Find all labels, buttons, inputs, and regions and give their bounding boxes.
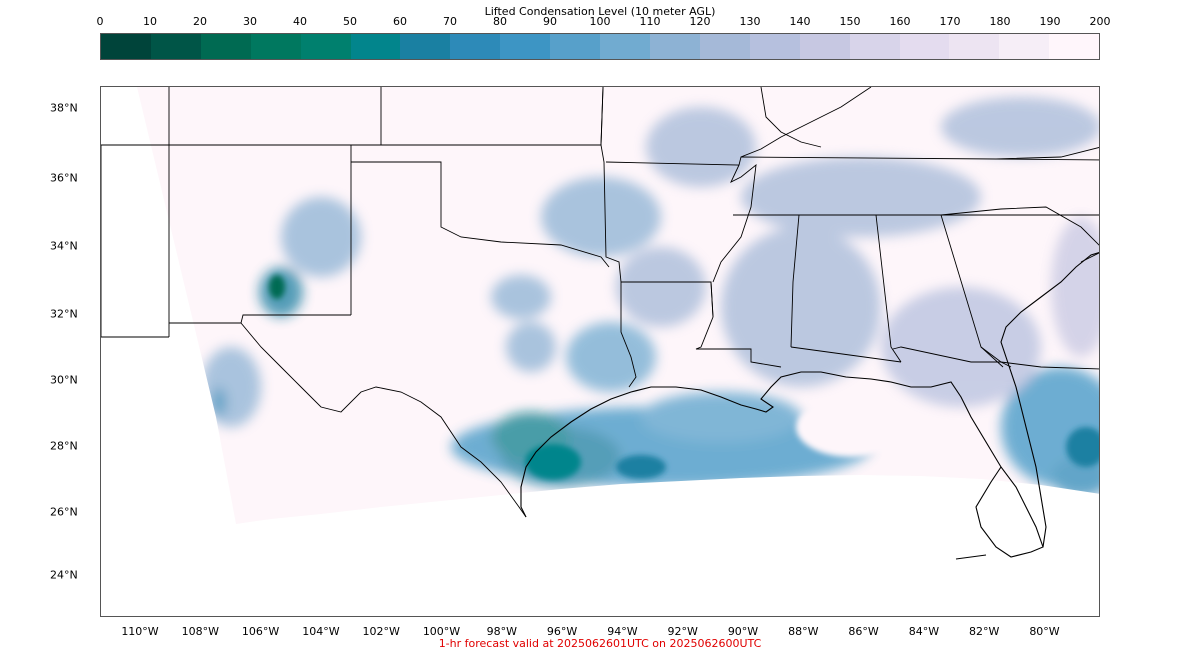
longitude-label: 84°W [908,625,940,638]
colorbar-segment [101,34,151,59]
colorbar-segment [1049,34,1100,59]
lcl-field [201,97,1099,497]
colorbar-segment [400,34,451,59]
latitude-label: 38°N [50,101,78,115]
longitude-label: 104°W [302,625,340,638]
longitude-label: 96°W [546,625,578,638]
colorbar-tick-label: 200 [1089,15,1111,28]
latitude-label: 32°N [50,307,78,321]
colorbar-segment [300,34,351,59]
state-borders [101,87,1099,518]
colorbar-tick-label: 150 [839,15,861,28]
colorbar-tick-label: 60 [393,15,407,28]
colorbar-segment [949,34,1000,59]
colorbar-tick-label: 160 [889,15,911,28]
longitude-label: 80°W [1029,625,1060,638]
latitude-label: 24°N [50,568,78,582]
longitude-label: 90°W [727,625,759,638]
colorbar-tick-label: 140 [789,15,811,28]
colorbar-tick-label: 90 [543,15,557,28]
colorbar [100,33,1100,60]
colorbar-segment [500,34,551,59]
longitude-label: 82°W [969,625,1000,638]
longitude-label: 88°W [788,625,819,638]
colorbar-segment [699,34,750,59]
longitude-label: 94°W [607,625,638,638]
colorbar-segment [250,34,301,59]
colorbar-segment [999,34,1050,59]
latitude-label: 26°N [50,505,78,519]
colorbar-tick-label: 70 [443,15,457,28]
longitude-label: 102°W [362,625,400,638]
colorbar-tick-label: 0 [96,15,104,28]
colorbar-segment [550,34,601,59]
colorbar-tick-label: 20 [193,15,207,28]
forecast-footer: 1-hr forecast valid at 2025062601UTC on … [438,637,762,650]
lcl-map [101,87,1099,560]
colorbar-segment [899,34,950,59]
colorbar-tick-label: 110 [639,15,661,28]
colorbar-tick-label: 30 [243,15,257,28]
colorbar-tick-label: 190 [1039,15,1061,28]
latitude-label: 28°N [50,439,78,453]
colorbar-segment [749,34,800,59]
colorbar-tick-label: 50 [343,15,357,28]
map-panel [100,86,1100,617]
latitude-label: 30°N [50,373,78,387]
colorbar-tick-label: 120 [689,15,711,28]
colorbar-tick-label: 40 [293,15,307,28]
colorbar-segment [649,34,700,59]
colorbar-segment [200,34,251,59]
colorbar-segment [450,34,501,59]
colorbar-segment [600,34,650,59]
longitude-label: 108°W [181,625,219,638]
colorbar-segment [150,34,201,59]
longitude-label: 100°W [422,625,461,638]
colorbar-segment [849,34,900,59]
colorbar-tick-label: 80 [493,15,507,28]
longitude-label: 110°W [121,625,159,638]
colorbar-tick-label: 130 [739,15,761,28]
latitude-label: 36°N [50,171,78,185]
longitude-label: 92°W [667,625,698,638]
colorbar-segment [799,34,850,59]
colorbar-tick-label: 170 [939,15,961,28]
coastline [520,252,1099,560]
colorbar-tick-label: 180 [989,15,1011,28]
longitude-label: 86°W [848,625,879,638]
latitude-label: 34°N [50,239,78,253]
colorbar-title: Lifted Condensation Level (10 meter AGL) [484,5,716,18]
colorbar-segment [350,34,401,59]
longitude-label: 98°W [486,625,517,638]
longitude-label: 106°W [241,625,280,638]
colorbar-tick-label: 10 [143,15,157,28]
colorbar-tick-label: 100 [589,15,611,28]
